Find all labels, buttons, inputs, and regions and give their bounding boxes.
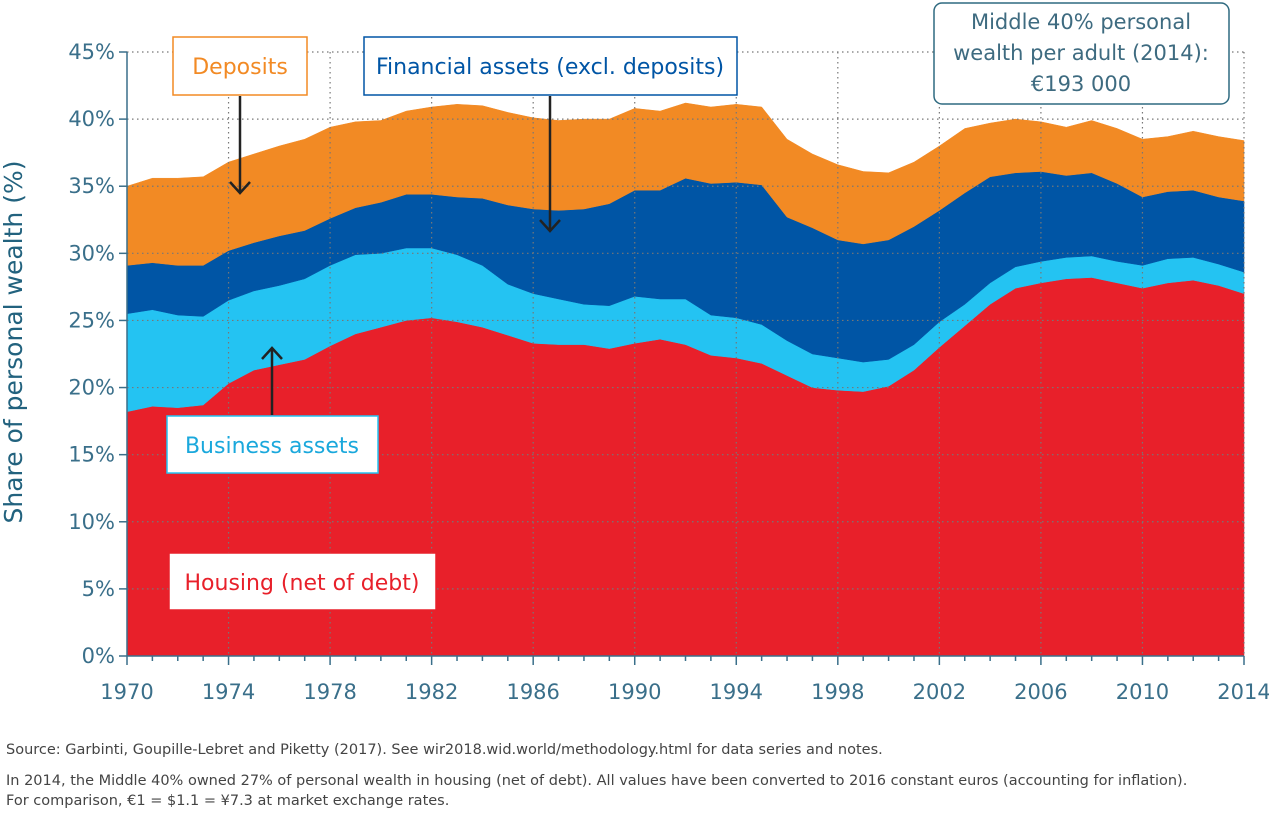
svg-text:Housing (net of debt): Housing (net of debt) <box>185 571 420 596</box>
housing-label: Housing (net of debt) <box>168 552 437 611</box>
deposits-arrow <box>229 96 251 195</box>
business-assets-label: Business assets <box>166 415 379 474</box>
x-tick-label: 1978 <box>303 680 356 704</box>
x-tick-label: 2002 <box>913 680 966 704</box>
x-tick-label: 1982 <box>405 680 458 704</box>
business-assets-arrow <box>261 346 283 415</box>
y-tick-label: 10% <box>68 510 115 534</box>
x-tick-labels: 1970 1974 1978 1982 1986 1990 1994 1998 2002 2006… <box>100 656 1269 704</box>
y-tick-label: 45% <box>68 40 115 64</box>
footnote-line-2: For comparison, €1 = $1.1 = ¥7.3 at mark… <box>6 793 450 809</box>
y-tick-label: 40% <box>68 107 115 131</box>
source-note: Source: Garbinti, Goupille-Lebret and Pi… <box>6 742 883 758</box>
x-tick-label: 1986 <box>506 680 559 704</box>
y-tick-label: 15% <box>68 443 115 467</box>
x-tick-label: 1974 <box>202 680 255 704</box>
stacked-area-chart: 0%5%10%15%20%25%30%35%40%45% 1970 1974 197… <box>0 2 1269 704</box>
y-tick-label: 5% <box>82 577 115 601</box>
svg-text:Financial assets (excl. deposi: Financial assets (excl. deposits) <box>376 55 724 80</box>
y-axis-title: Share of personal wealth (%) <box>0 161 28 524</box>
x-tick-label: 1998 <box>811 680 864 704</box>
deposits-label: Deposits <box>172 36 308 96</box>
x-tick-label: 1994 <box>710 680 763 704</box>
financial-assets-label: Financial assets (excl. deposits) <box>363 36 738 96</box>
svg-text:wealth per adult (2014):: wealth per adult (2014): <box>953 41 1209 65</box>
svg-text:Middle 40% personal: Middle 40% personal <box>971 10 1191 34</box>
svg-text:Deposits: Deposits <box>192 55 288 80</box>
x-tick-label: 2014 <box>1217 680 1269 704</box>
financial-assets-arrow <box>539 96 561 233</box>
footnote-line-1: In 2014, the Middle 40% owned 27% of per… <box>6 773 1188 789</box>
y-tick-label: 30% <box>68 241 115 265</box>
y-tick-label: 0% <box>82 644 115 668</box>
x-tick-label: 2006 <box>1014 680 1067 704</box>
svg-text:Business assets: Business assets <box>185 434 359 459</box>
area-deposits <box>126 102 1245 266</box>
svg-text:€193 000: €193 000 <box>1031 72 1131 96</box>
y-tick-label: 25% <box>68 308 115 332</box>
y-tick-label: 35% <box>68 174 115 198</box>
x-tick-label: 1990 <box>608 680 661 704</box>
y-tick-labels: 0% 5% 10% 15% 20% 25% 30% 35% 40% 45% <box>68 40 127 668</box>
x-tick-label: 1970 <box>100 680 153 704</box>
inset-box: Middle 40% personal wealth per adult (20… <box>933 2 1230 105</box>
x-tick-label: 2010 <box>1116 680 1169 704</box>
y-tick-label: 20% <box>68 376 115 400</box>
